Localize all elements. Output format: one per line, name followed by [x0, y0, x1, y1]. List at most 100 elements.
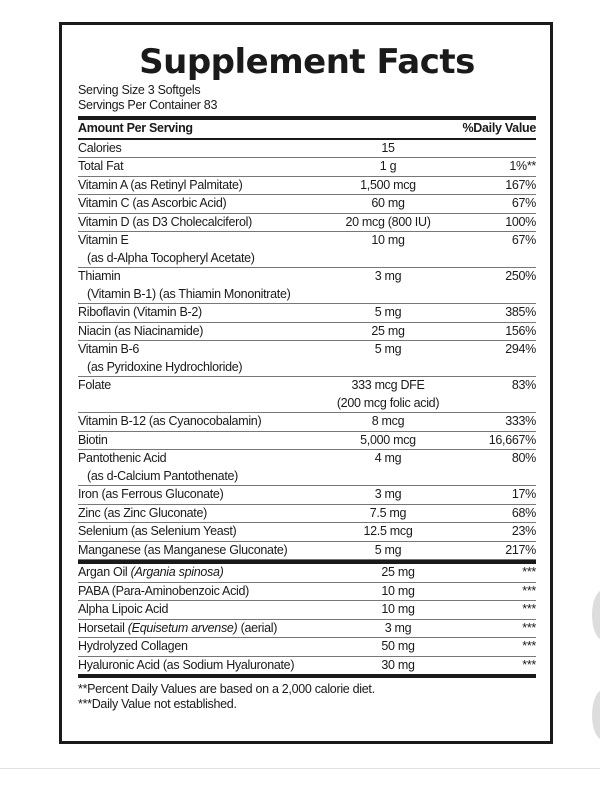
nutrient-name: Vitamin B-6 (as Pyridoxine Hydrochloride) [78, 341, 323, 376]
nutrient-label: Pantothenic Acid [78, 451, 167, 465]
footnote: **Percent Daily Values are based on a 2,… [78, 682, 375, 696]
nutrient-name: Iron (as Ferrous Gluconate) [78, 486, 323, 504]
amount-value: 3 mg [374, 487, 402, 501]
ingredient-name: Alpha Lipoic Acid [78, 601, 343, 619]
daily-value: 83% [511, 378, 536, 392]
amount-value: 5 mg [374, 542, 402, 557]
table-row: Vitamin C (as Ascorbic Acid) 60 mg 67% [78, 195, 536, 214]
footnote: ***Daily Value not established. [78, 697, 237, 711]
table-row: Total Fat 1 g 1%** [78, 158, 536, 177]
amount-value: 25 mg [371, 323, 405, 338]
ingredient-label: Hyaluronic Acid (as Sodium Hyaluronate) [78, 657, 295, 672]
amount: 50 mg [381, 639, 415, 653]
nutrient-label: Total Fat [78, 159, 124, 173]
table-row: Argan Oil (Argania spinosa) 25 mg *** [78, 564, 536, 583]
ingredient-label: Argan Oil [78, 565, 131, 579]
daily-value: *** [522, 583, 536, 598]
supplement-facts-panel: Supplement Facts Serving Size 3 Softgels… [59, 22, 553, 744]
table-row: Vitamin A (as Retinyl Palmitate) 1,500 mc… [78, 177, 536, 195]
daily-value: *** [522, 639, 536, 653]
nutrient-name: Manganese (as Manganese Gluconate) [78, 542, 323, 560]
ingredient-label: Alpha Lipoic Acid [78, 602, 169, 616]
daily-value: 1%** [509, 159, 536, 173]
ingredient-part: (aerial) [237, 620, 278, 635]
amount: 25 mg [381, 565, 415, 579]
nutrient-name: Selenium (as Selenium Yeast) [78, 523, 323, 541]
nutrient-name: Thiamin (Vitamin B-1) (as Thiamin Mononit… [78, 268, 323, 303]
amount-value: 5 mg [374, 305, 402, 319]
amount-value: 12.5 mcg [363, 524, 413, 538]
table-row: Folate 333 mcg DFE (200 mcg folic acid) 83% [78, 377, 536, 413]
ingredient-name: Hydrolyzed Collagen [78, 638, 343, 656]
amount: 333 mcg DFE (200 mcg folic acid) [323, 377, 453, 412]
ingredient-label: PABA (Para-Aminobenzoic Acid) [78, 583, 250, 598]
daily-value: 333% [505, 414, 536, 428]
table-row: Alpha Lipoic Acid 10 mg *** [78, 601, 536, 620]
thick-divider [78, 116, 536, 120]
panel-title: Supplement Facts [139, 42, 475, 82]
daily-value: 67% [511, 233, 536, 247]
amount-value: 1,500 mcg [360, 177, 416, 192]
thick-divider [78, 560, 536, 564]
amount: 15 [323, 140, 453, 158]
nutrient-label: Thiamin [78, 269, 121, 283]
amount: 10 mg [381, 583, 415, 598]
table-row: Vitamin B-12 (as Cyanocobalamin) 8 mcg 333… [78, 413, 536, 432]
nutrient-name: Vitamin B-12 (as Cyanocobalamin) [78, 413, 323, 431]
daily-value: 167% [505, 177, 536, 192]
nutrient-label: Vitamin B-12 (as Cyanocobalamin) [78, 414, 262, 428]
carousel-next-image-edge[interactable] [592, 690, 600, 740]
table-row: Manganese (as Manganese Gluconate) 5 mg 21… [78, 542, 536, 560]
daily-value: 17% [511, 487, 536, 501]
amount: 3 mg [323, 268, 453, 303]
nutrient-label: Niacin (as Niacinamide) [78, 323, 204, 338]
nutrient-label: Selenium (as Selenium Yeast) [78, 524, 237, 538]
table-row: Selenium (as Selenium Yeast) 12.5 mcg 23% [78, 523, 536, 542]
table-row: Zinc (as Zinc Gluconate) 7.5 mg 68% [78, 505, 536, 523]
nutrient-name: Vitamin C (as Ascorbic Acid) [78, 195, 323, 213]
ingredient-name: PABA (Para-Aminobenzoic Acid) [78, 583, 343, 601]
table-header: Amount Per Serving %Daily Value [78, 120, 536, 140]
daily-value: 67% [511, 196, 536, 210]
daily-value: 68% [511, 505, 536, 520]
botanical-name: (Equisetum arvense) [127, 620, 238, 635]
ingredient-name: Argan Oil (Argania spinosa) [78, 564, 343, 582]
daily-value: 250% [505, 269, 536, 283]
amount: 3 mg [323, 486, 453, 504]
servings-per-container: Servings Per Container 83 [78, 98, 218, 112]
nutrient-label: Vitamin A (as Retinyl Palmitate) [78, 177, 243, 192]
amount: 1,500 mcg [323, 177, 453, 195]
amount: 5 mg [323, 542, 453, 560]
nutrient-name: Calories [78, 140, 323, 158]
daily-value [453, 140, 536, 158]
table-row: Vitamin D (as D3 Cholecalciferol) 20 mcg … [78, 214, 536, 232]
footnotes: **Percent Daily Values are based on a 2,… [78, 682, 536, 712]
other-ingredient-rows: Argan Oil (Argania spinosa) 25 mg *** PABA … [78, 564, 536, 674]
nutrient-source: (as d-Alpha Tocopheryl Acetate) [87, 250, 255, 265]
amount: 5 mg [323, 304, 453, 322]
table-row: Vitamin E (as d-Alpha Tocopheryl Acetate)… [78, 232, 536, 268]
amount: 5 mg [323, 341, 453, 376]
nutrient-label: Vitamin B-6 [78, 342, 140, 356]
nutrient-name: Pantothenic Acid (as d-Calcium Pantothena… [78, 450, 323, 485]
nutrient-label: Vitamin C (as Ascorbic Acid) [78, 196, 227, 210]
nutrient-name: Zinc (as Zinc Gluconate) [78, 505, 323, 523]
nutrient-label: Manganese (as Manganese Gluconate) [78, 542, 288, 557]
nutrient-name: Riboflavin (Vitamin B-2) [78, 304, 323, 322]
table-row: Pantothenic Acid (as d-Calcium Pantothena… [78, 450, 536, 486]
amount-value: 5,000 mcg [360, 432, 416, 447]
thick-divider [78, 674, 536, 678]
nutrient-label: Vitamin E [78, 233, 129, 247]
daily-value: 217% [505, 542, 536, 557]
serving-size: Serving Size 3 Softgels [78, 83, 201, 97]
amount-value: 1 g [379, 159, 397, 173]
botanical-name: (Argania spinosa) [130, 565, 224, 579]
nutrient-name: Biotin [78, 432, 323, 450]
amount: 30 mg [381, 657, 415, 672]
nutrient-label: Folate [78, 378, 111, 392]
carousel-next-image-edge[interactable] [592, 590, 600, 640]
nutrient-source: (as Pyridoxine Hydrochloride) [87, 359, 243, 374]
nutrient-source: (Vitamin B-1) (as Thiamin Mononitrate) [87, 286, 291, 301]
header-amount: Amount Per Serving [78, 121, 193, 135]
daily-value: *** [522, 620, 536, 635]
